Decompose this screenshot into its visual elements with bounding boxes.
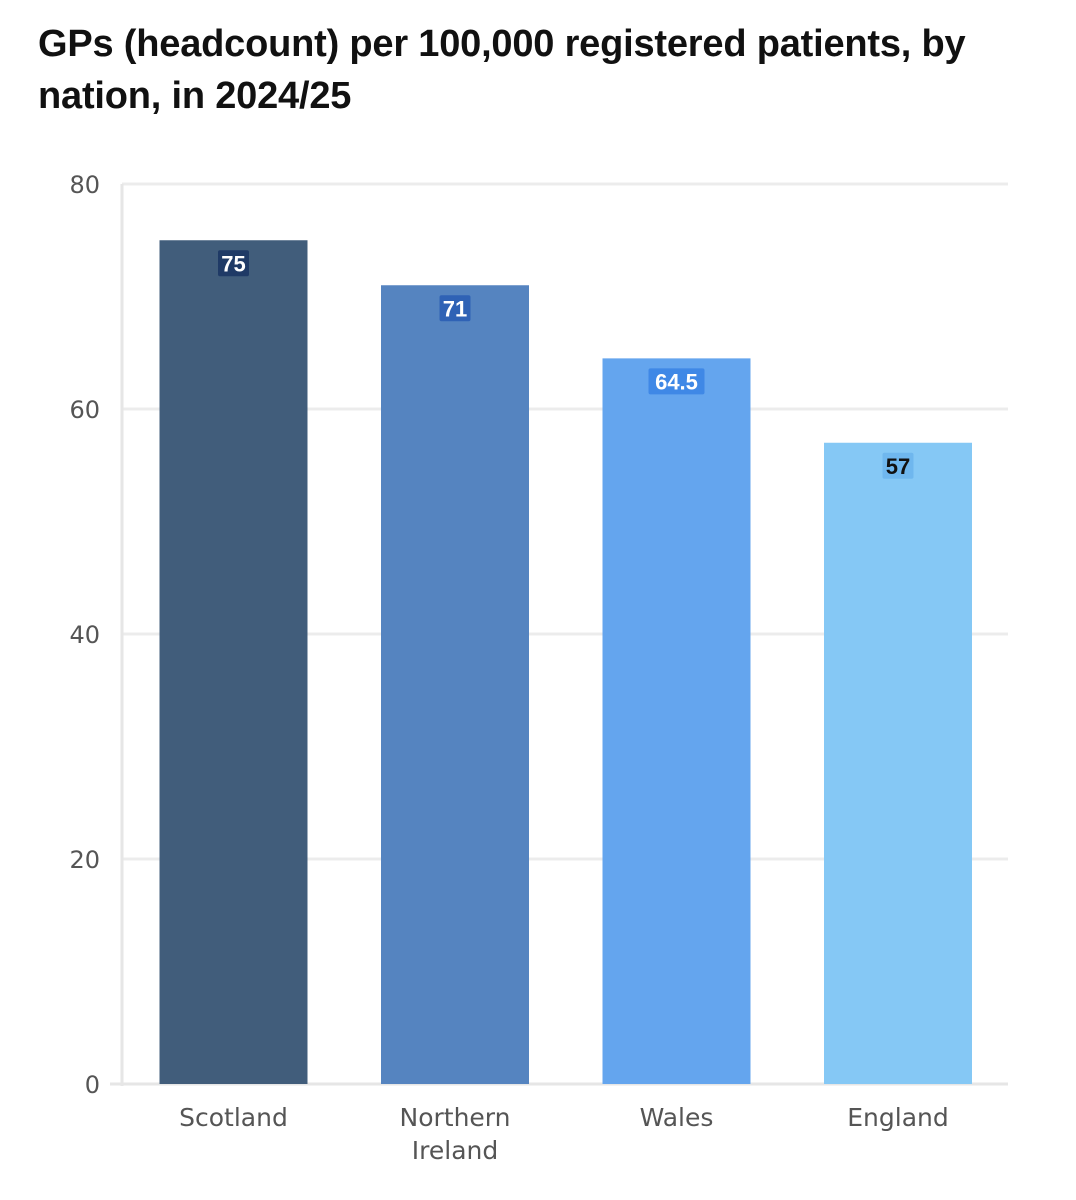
x-tick-label: Scotland [179,1103,288,1132]
y-tick-labels: 0 20 40 60 80 [69,171,100,1099]
data-label: 75 [221,251,245,276]
data-labels: 75 71 64.5 57 [218,250,914,479]
x-tick-labels: Scotland Northern Ireland Wales England [179,1103,949,1165]
data-label-box [648,368,705,395]
data-label: 71 [443,296,467,321]
data-label: 57 [886,454,910,479]
bars [159,240,972,1084]
y-tick-label: 20 [69,846,100,874]
x-tick-label: Northern [400,1103,511,1132]
y-tick-label: 60 [69,396,100,424]
y-tick-label: 0 [85,1071,100,1099]
bar [381,285,529,1084]
x-tick-label: Wales [640,1103,714,1132]
data-label-box [882,452,914,479]
bar [159,240,308,1084]
bar [824,442,972,1084]
data-label-box [439,295,471,322]
x-tick-label: Ireland [412,1136,498,1165]
data-label-box [218,250,249,277]
y-tick-label: 80 [69,171,100,199]
x-tick-label: England [847,1103,949,1132]
bar [602,358,751,1084]
data-label: 64.5 [655,369,698,394]
y-tick-label: 40 [69,621,100,649]
chart-title: GPs (headcount) per 100,000 registered p… [38,23,966,117]
